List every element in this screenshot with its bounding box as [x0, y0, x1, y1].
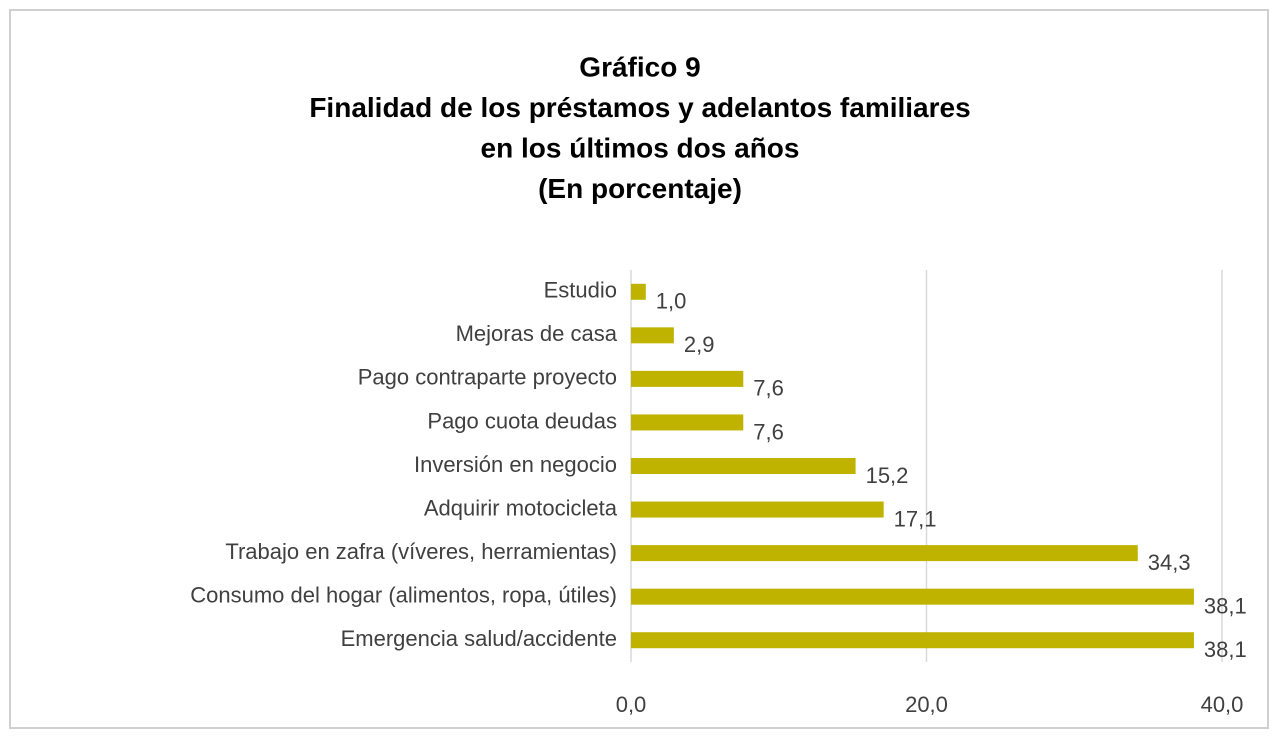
chart-title: (En porcentaje): [538, 173, 742, 204]
chart-title: en los últimos dos años: [481, 132, 800, 163]
data-label: 38,1: [1204, 593, 1247, 618]
x-tick-label: 40,0: [1201, 692, 1244, 717]
bar: [631, 283, 646, 300]
data-label: 1,0: [656, 289, 687, 314]
data-label: 7,6: [753, 419, 784, 444]
bar: [631, 458, 856, 474]
y-tick-label: Trabajo en zafra (víveres, herramientas): [225, 539, 617, 564]
y-tick-label: Adquirir motocicleta: [424, 495, 618, 520]
bar: [631, 414, 744, 431]
chart-title: Gráfico 9: [579, 51, 700, 82]
x-tick-label: 20,0: [905, 692, 948, 717]
data-label: 15,2: [866, 463, 909, 488]
bar: [631, 327, 674, 344]
bar: [631, 632, 1194, 649]
bar: [631, 588, 1194, 605]
y-tick-label: Consumo del hogar (alimentos, ropa, útil…: [190, 582, 617, 607]
data-label: 34,3: [1148, 550, 1191, 575]
bar: [631, 370, 744, 387]
chart-border: [9, 9, 1269, 729]
y-tick-label: Pago cuota deudas: [427, 408, 617, 433]
bar: [631, 501, 884, 518]
data-label: 2,9: [684, 332, 715, 357]
y-tick-label: Emergencia salud/accidente: [341, 626, 617, 651]
data-label: 17,1: [894, 506, 937, 531]
y-tick-label: Pago contraparte proyecto: [358, 365, 617, 390]
y-tick-label: Estudio: [544, 278, 617, 303]
y-tick-label: Mejoras de casa: [456, 321, 618, 346]
bar: [631, 545, 1138, 562]
chart-title: Finalidad de los préstamos y adelantos f…: [309, 92, 970, 123]
data-label: 7,6: [753, 376, 784, 401]
x-tick-label: 0,0: [616, 692, 647, 717]
data-label: 38,1: [1204, 637, 1247, 662]
y-tick-label: Inversión en negocio: [414, 452, 617, 477]
